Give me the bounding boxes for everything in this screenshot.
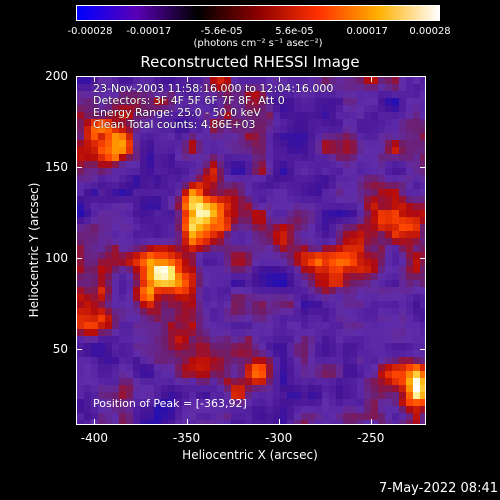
colorbar-tick-label: -0.00028 xyxy=(67,26,113,37)
colorbar-tick-label: -0.00017 xyxy=(126,26,172,37)
info-block: 23-Nov-2003 11:58:16.000 to 12:04:16.000… xyxy=(93,83,333,131)
y-tick-mark xyxy=(76,348,82,350)
x-tick-mark xyxy=(278,419,280,425)
info-energy: Energy Range: 25.0 - 50.0 keV xyxy=(93,106,261,119)
y-tick-mark xyxy=(76,76,82,77)
colorbar-tick-label: 0.00028 xyxy=(409,26,451,37)
y-tick-mark xyxy=(420,257,426,259)
y-tick-mark xyxy=(420,348,426,350)
x-tick-mark xyxy=(278,76,280,82)
x-axis-label: Heliocentric X (arcsec) xyxy=(182,448,318,462)
y-axis-label: Heliocentric Y (arcsec) xyxy=(27,182,41,318)
colorbar-tick-label: 5.6e-05 xyxy=(275,26,314,37)
y-tick-label: 50 xyxy=(52,341,68,356)
colorbar xyxy=(76,5,440,21)
y-tick-label: 150 xyxy=(45,159,68,174)
x-tick-label: -250 xyxy=(357,431,385,445)
y-tick-mark xyxy=(76,257,82,259)
y-tick-mark xyxy=(76,166,82,168)
x-tick-mark xyxy=(370,76,372,82)
info-clean: Clean Total counts: 4.86E+03 xyxy=(93,118,256,131)
info-time: 23-Nov-2003 11:58:16.000 to 12:04:16.000 xyxy=(93,82,334,95)
plot-area: 23-Nov-2003 11:58:16.000 to 12:04:16.000… xyxy=(76,76,426,425)
reconstructed-image xyxy=(77,77,425,424)
info-detectors: Detectors: 3F 4F 5F 6F 7F 8F, Att 0 xyxy=(93,94,285,107)
x-tick-mark xyxy=(186,419,188,425)
x-tick-mark xyxy=(94,419,96,425)
peak-position-label: Position of Peak = [-363,92] xyxy=(93,397,247,410)
colorbar-units: (photons cm⁻² s⁻¹ asec⁻²) xyxy=(193,38,323,49)
x-tick-label: -400 xyxy=(80,431,109,445)
datestamp: 7-May-2022 08:41 xyxy=(379,481,498,496)
y-tick-label: 100 xyxy=(45,250,68,265)
y-tick-label: 200 xyxy=(45,69,68,83)
colorbar-tick-label: -5.6e-05 xyxy=(200,26,243,37)
x-tick-label: -300 xyxy=(265,431,293,445)
x-tick-mark xyxy=(186,76,188,82)
x-tick-label: -350 xyxy=(172,431,201,445)
plot-title: Reconstructed RHESSI Image xyxy=(140,53,360,71)
x-tick-mark xyxy=(370,419,372,425)
y-tick-mark xyxy=(420,166,426,168)
y-tick-mark xyxy=(420,76,426,77)
x-tick-mark xyxy=(94,76,96,82)
colorbar-tick-label: 0.00017 xyxy=(346,26,388,37)
